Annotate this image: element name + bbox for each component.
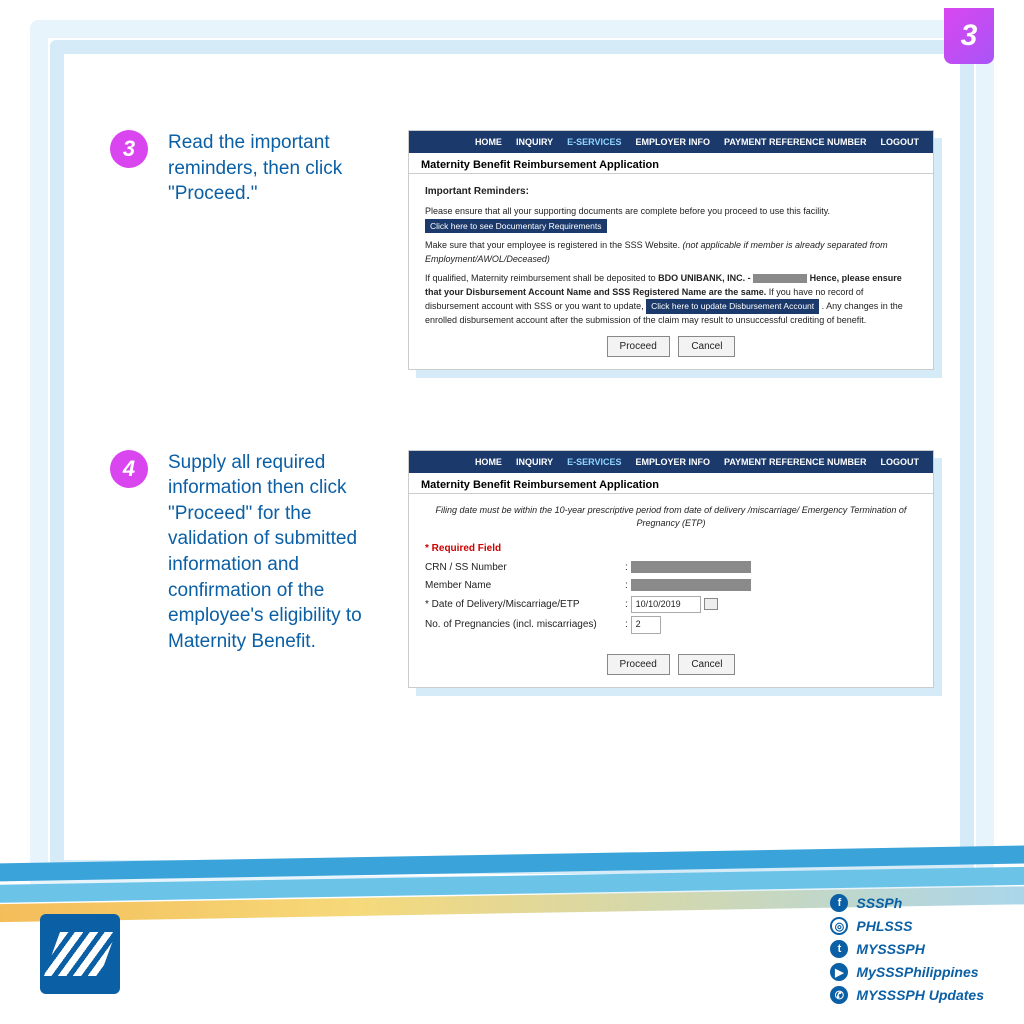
navbar: HOME INQUIRY E-SERVICES EMPLOYER INFO PA… bbox=[409, 131, 933, 153]
social-facebook[interactable]: f SSSPh bbox=[830, 894, 984, 912]
steps-container: 3 Read the important reminders, then cli… bbox=[110, 130, 934, 768]
nav-payment-ref[interactable]: PAYMENT REFERENCE NUMBER bbox=[724, 137, 867, 147]
sss-logo bbox=[40, 914, 120, 994]
nav-employer-info[interactable]: EMPLOYER INFO bbox=[635, 457, 710, 467]
social-label: MYSSSPH Updates bbox=[856, 987, 984, 1003]
nav-home[interactable]: HOME bbox=[475, 137, 502, 147]
member-name-redacted bbox=[631, 579, 751, 591]
instagram-icon: ◎ bbox=[830, 917, 848, 935]
nav-eservices[interactable]: E-SERVICES bbox=[567, 137, 621, 147]
step-4-text: Supply all required information then cli… bbox=[168, 450, 388, 688]
redacted-account bbox=[753, 274, 807, 283]
social-youtube[interactable]: ▶ MySSSPhilippines bbox=[830, 963, 984, 981]
proceed-button[interactable]: Proceed bbox=[607, 654, 670, 675]
proceed-button[interactable]: Proceed bbox=[607, 336, 670, 357]
bank-name: BDO UNIBANK, INC. - bbox=[658, 273, 751, 283]
pregnancies-label: No. of Pregnancies (incl. miscarriages) bbox=[425, 617, 625, 632]
screenshot-step-3: HOME INQUIRY E-SERVICES EMPLOYER INFO PA… bbox=[408, 130, 934, 370]
nav-inquiry[interactable]: INQUIRY bbox=[516, 137, 553, 147]
doc-requirements-link[interactable]: Click here to see Documentary Requiremen… bbox=[425, 219, 607, 234]
nav-eservices[interactable]: E-SERVICES bbox=[567, 457, 621, 467]
reminder-line-1: Please ensure that all your supporting d… bbox=[425, 206, 830, 216]
pregnancies-input[interactable]: 2 bbox=[631, 616, 661, 634]
step-4: 4 Supply all required information then c… bbox=[110, 450, 934, 688]
page-title-4: Maternity Benefit Reimbursement Applicat… bbox=[409, 473, 933, 494]
page-number-badge: 3 bbox=[944, 8, 994, 64]
nav-inquiry[interactable]: INQUIRY bbox=[516, 457, 553, 467]
nav-payment-ref[interactable]: PAYMENT REFERENCE NUMBER bbox=[724, 457, 867, 467]
date-input[interactable]: 10/10/2019 bbox=[631, 596, 701, 614]
step-3: 3 Read the important reminders, then cli… bbox=[110, 130, 934, 370]
crn-value-redacted bbox=[631, 561, 751, 573]
update-disbursement-link[interactable]: Click here to update Disbursement Accoun… bbox=[646, 299, 819, 314]
date-label: * Date of Delivery/Miscarriage/ETP bbox=[425, 597, 625, 612]
screenshot-step-4: HOME INQUIRY E-SERVICES EMPLOYER INFO PA… bbox=[408, 450, 934, 688]
social-links: f SSSPh ◎ PHLSSS t MYSSSPH ▶ MySSSPhilip… bbox=[830, 894, 984, 1004]
social-label: PHLSSS bbox=[856, 918, 912, 934]
social-twitter[interactable]: t MYSSSPH bbox=[830, 940, 984, 958]
step-3-text: Read the important reminders, then click… bbox=[168, 130, 388, 370]
social-label: SSSPh bbox=[856, 895, 902, 911]
social-viber[interactable]: ✆ MYSSSPH Updates bbox=[830, 986, 984, 1004]
required-field-label: * Required Field bbox=[425, 541, 917, 556]
social-instagram[interactable]: ◎ PHLSSS bbox=[830, 917, 984, 935]
reminder-line-3a: If qualified, Maternity reimbursement sh… bbox=[425, 273, 656, 283]
navbar-4: HOME INQUIRY E-SERVICES EMPLOYER INFO PA… bbox=[409, 451, 933, 473]
facebook-icon: f bbox=[830, 894, 848, 912]
step-number-3: 3 bbox=[110, 130, 148, 168]
viber-icon: ✆ bbox=[830, 986, 848, 1004]
reminder-line-2: Make sure that your employee is register… bbox=[425, 240, 680, 250]
calendar-icon[interactable] bbox=[704, 598, 718, 610]
social-label: MYSSSPH bbox=[856, 941, 924, 957]
twitter-icon: t bbox=[830, 940, 848, 958]
social-label: MySSSPhilippines bbox=[856, 964, 978, 980]
filing-note: Filing date must be within the 10-year p… bbox=[425, 504, 917, 531]
member-name-label: Member Name bbox=[425, 578, 625, 593]
nav-logout[interactable]: LOGOUT bbox=[881, 457, 920, 467]
nav-logout[interactable]: LOGOUT bbox=[881, 137, 920, 147]
step-number-4: 4 bbox=[110, 450, 148, 488]
cancel-button[interactable]: Cancel bbox=[678, 336, 735, 357]
crn-label: CRN / SS Number bbox=[425, 560, 625, 575]
youtube-icon: ▶ bbox=[830, 963, 848, 981]
cancel-button[interactable]: Cancel bbox=[678, 654, 735, 675]
nav-home[interactable]: HOME bbox=[475, 457, 502, 467]
page-title: Maternity Benefit Reimbursement Applicat… bbox=[409, 153, 933, 174]
reminders-head: Important Reminders: bbox=[425, 184, 917, 199]
nav-employer-info[interactable]: EMPLOYER INFO bbox=[635, 137, 710, 147]
